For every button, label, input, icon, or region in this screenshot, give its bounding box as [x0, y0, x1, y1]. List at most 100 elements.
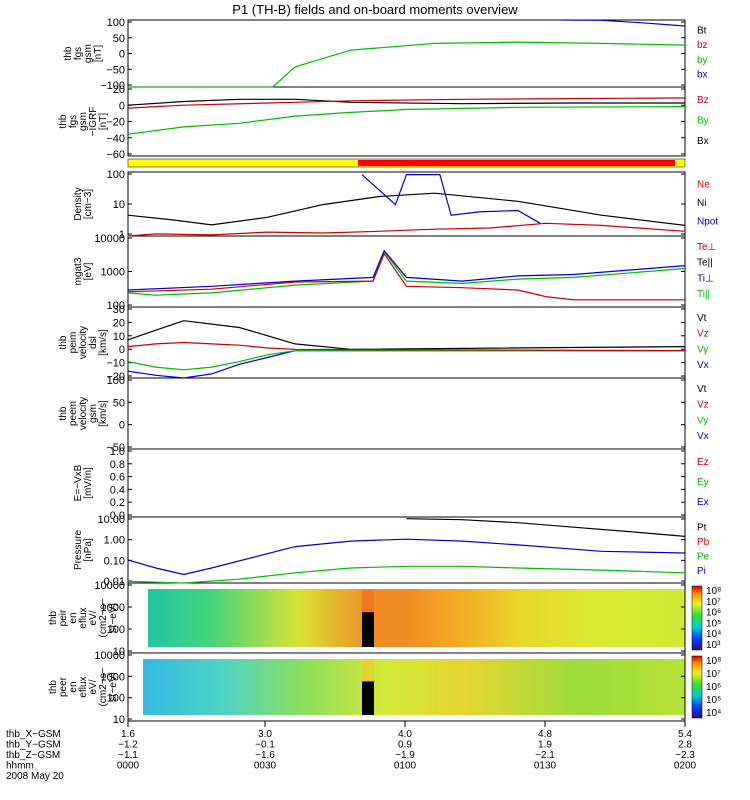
series-line-fgs_gsm-Bx	[127, 98, 685, 106]
legend-entry: Vx	[697, 431, 709, 442]
y-axis-label-line: [km/s]	[98, 400, 109, 427]
y-tick-label: −40	[106, 133, 125, 145]
legend-entry: Pb	[697, 537, 710, 548]
y-tick-label: −60	[106, 149, 125, 161]
legend-entry: Vx	[697, 360, 709, 371]
y-axis-label-line: Pressure	[73, 530, 84, 570]
colorbar-tick-label: 10⁶	[706, 682, 721, 693]
y-axis-label: thb fgs gsm −IGRF [nT]	[58, 107, 109, 137]
y-tick-label: 0.2	[110, 497, 125, 509]
y-axis-label-line: [nPa]	[83, 538, 94, 562]
series-line-fgs_gsm-Bz	[127, 97, 686, 109]
legend-entry: Bx	[697, 136, 709, 147]
series-line-density-Ni	[127, 192, 686, 226]
y-axis-label-line: thb	[48, 680, 59, 694]
series-line-fgs_gsm-By	[127, 106, 686, 135]
ephemeris-value: 4.0	[398, 729, 412, 740]
legend-entry: Ex	[697, 497, 709, 508]
ephemeris-row-label: thb_X−GSM	[6, 729, 61, 740]
ephemeris-value: 0.9	[398, 740, 412, 751]
ephemeris-value: 0000	[117, 761, 140, 772]
ephemeris-value: 2.8	[678, 740, 692, 751]
legend-entry: Ez	[697, 457, 709, 468]
y-tick-label: 10000	[94, 233, 125, 245]
y-axis-label-line: thb	[63, 46, 74, 60]
y-axis-label-line: velocity	[78, 397, 89, 430]
y-axis-label: E=−VxB [mV/m]	[73, 464, 94, 501]
y-tick-label: 1	[119, 229, 125, 241]
legend-entry: Vt	[697, 384, 707, 395]
panel-fgs_dsl: 100 50 0 −50 −100 thb fgs gsm [nT] Bt bz by bx	[63, 17, 708, 92]
legend-entry: Vy	[697, 415, 708, 426]
panel-frame	[127, 235, 686, 308]
y-axis-label-line: gsm	[88, 404, 99, 423]
panel-pressure: 10.00 1.00 0.10 0.01 Pressure [nPa] Pt Pb Pe Pi	[73, 514, 710, 588]
ephemeris-value: −1.1	[118, 750, 138, 761]
spectrogram-image	[148, 589, 685, 647]
ephemeris-value: −1.6	[255, 750, 275, 761]
y-axis-label-line: [eV]	[83, 262, 94, 280]
series-line-fgs_dsl-by	[128, 41, 686, 88]
y-tick-label: 20	[113, 317, 125, 329]
y-tick-label: −20	[106, 117, 125, 129]
y-tick-label: 10	[113, 331, 125, 343]
legend-entry: Pt	[697, 522, 707, 533]
legend-entry: bx	[697, 70, 708, 81]
y-tick-label: 100	[107, 624, 125, 636]
legend-entry: Te⊥	[697, 242, 716, 253]
y-axis-label-line: thb	[48, 611, 59, 625]
y-axis-label: mgat3 [eV]	[73, 257, 94, 285]
y-tick-label: 10.00	[97, 514, 125, 526]
y-tick-label: −20	[106, 371, 125, 383]
y-tick-label: 1000	[101, 671, 125, 683]
series-line-temp-Ti⊥	[127, 249, 686, 291]
colorbar-tick-label: 10⁸	[706, 586, 721, 597]
color-bar: 10⁸ 10⁷ 10⁶ 10⁵ 10⁴	[691, 655, 721, 719]
ephemeris-row-label: thb_Z−GSM	[6, 750, 60, 761]
series-line-density-Ne	[127, 222, 686, 237]
ephemeris-value: 5.4	[678, 729, 692, 740]
colorbar-tick-label: 10⁷	[706, 669, 721, 680]
y-axis-label-line: eflux	[78, 676, 89, 697]
y-tick-label: 1000	[101, 267, 125, 279]
ephemeris-value: 0100	[394, 761, 417, 772]
y-tick-label: 1.00	[104, 535, 125, 547]
legend-entry: Npot	[697, 217, 718, 228]
y-axis-label-line: thb	[58, 335, 69, 349]
legend-entry: Ni	[697, 198, 706, 209]
y-axis-label-line: [cm−3]	[83, 189, 94, 220]
y-tick-label: −50	[106, 64, 125, 76]
y-axis-label: thb fgs gsm [nT]	[63, 44, 104, 63]
colorbar-tick-label: 10⁵	[706, 695, 721, 706]
colorbar-tick-label: 10⁸	[706, 656, 721, 667]
series-line-pressure-Pe	[127, 565, 686, 584]
colorbar-tick-label: 10⁵	[706, 618, 721, 629]
y-tick-label: 10	[113, 646, 125, 658]
legend-entry: by	[697, 55, 708, 66]
y-axis-label: thb peer en eflux eV/(cm2−s− sr−eV)	[48, 667, 119, 706]
y-tick-label: 0.8	[110, 459, 125, 471]
ephemeris-value: 0130	[534, 761, 557, 772]
y-axis-label: thb peir en eflux eV/(cm2−s− sr−eV)	[48, 598, 119, 637]
y-axis-label-line: thb	[58, 406, 69, 420]
y-axis-label-line: peer	[58, 676, 69, 697]
y-tick-label: 10	[113, 714, 125, 726]
y-axis-label-line: (cm2−s−	[98, 667, 109, 706]
y-tick-label: 10	[113, 199, 125, 211]
y-tick-label: 0.6	[110, 472, 125, 484]
panel-frame	[127, 377, 686, 450]
spectrogram-image	[143, 659, 685, 715]
ephemeris-row-label: 2008 May 20	[6, 771, 64, 782]
legend-entry: Ti⊥	[697, 273, 714, 284]
y-axis-label-line: dsl	[88, 336, 99, 349]
series-line-temp-Te⊥	[127, 252, 685, 301]
y-tick-label: 10000	[94, 580, 125, 592]
y-axis-label-line: gsm	[78, 112, 89, 131]
legend-entry: Vt	[697, 313, 707, 324]
colorbar-tick-label: 10⁴	[706, 708, 721, 719]
colorbar-tick-label: 10⁶	[706, 608, 721, 619]
y-tick-label: −50	[106, 442, 125, 454]
series-line-pressure-Pi	[127, 538, 686, 576]
